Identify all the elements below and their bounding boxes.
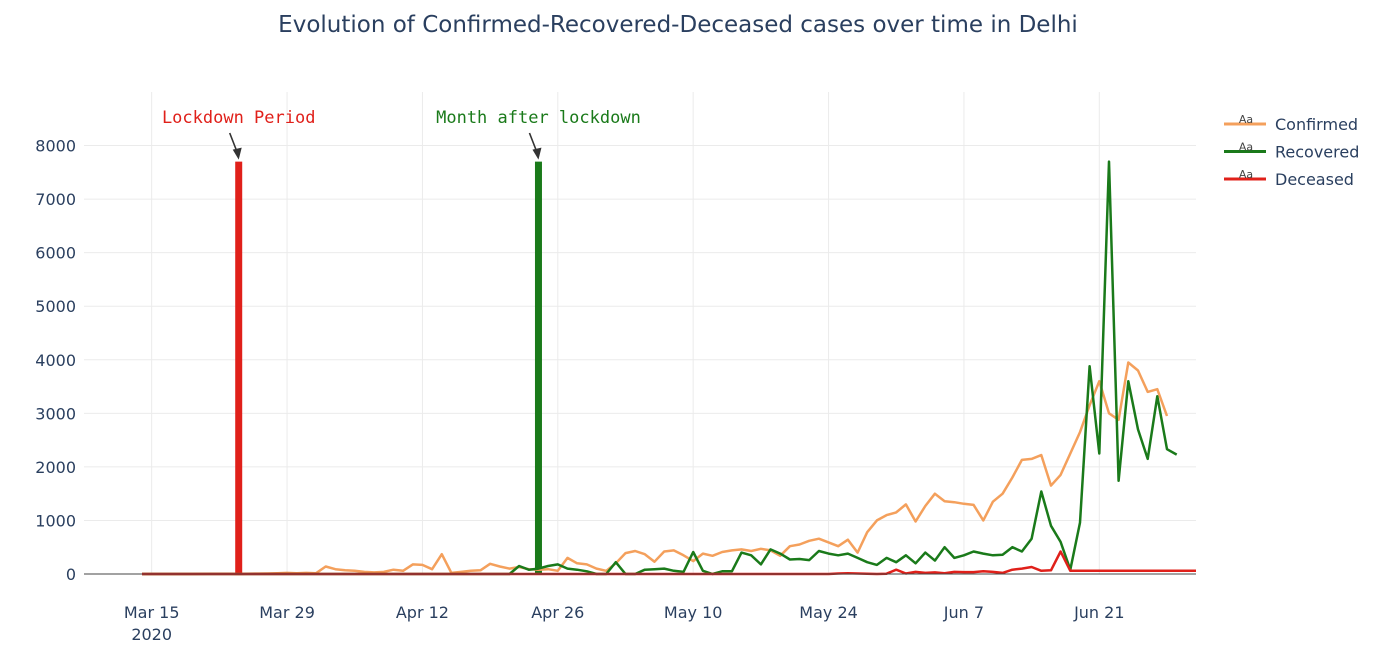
event-arrowhead: [232, 147, 242, 160]
legend-label: Recovered: [1275, 143, 1359, 162]
y-tick-label: 1000: [35, 511, 76, 530]
y-tick-label: 6000: [35, 244, 76, 263]
y-tick-label: 4000: [35, 351, 76, 370]
y-tick-label: 8000: [35, 137, 76, 156]
event-annotation-label: Lockdown Period: [162, 108, 316, 128]
x-tick-label: Jun 7: [943, 603, 984, 622]
event-markers: Lockdown Period Month after lockdown: [162, 108, 641, 574]
legend-aa-marker: Aa: [1239, 168, 1253, 181]
x-tick-year-label: 2020: [131, 625, 172, 644]
axes: 0 1000 2000 3000 4000 5000 6000 7000 8000 Mar 15 2…: [35, 137, 1196, 644]
series-line-recovered: [142, 160, 1178, 576]
event-bar: [235, 161, 243, 574]
legend-label: Deceased: [1275, 170, 1354, 189]
y-tick-label: 7000: [35, 190, 76, 209]
legend-aa-marker: Aa: [1239, 113, 1253, 126]
x-tick-label: Mar 29: [259, 603, 315, 622]
y-tick-label: 3000: [35, 404, 76, 423]
x-tick-label: Apr 12: [396, 603, 449, 622]
event-arrowhead: [532, 147, 542, 160]
legend-label: Confirmed: [1275, 115, 1358, 134]
event-annotation-label: Month after lockdown: [436, 108, 641, 128]
x-tick-label: Apr 26: [531, 603, 584, 622]
y-tick-label: 0: [66, 565, 76, 584]
legend: Aa Confirmed Aa Recovered Aa Deceased: [1224, 113, 1359, 189]
x-tick-label: May 24: [799, 603, 858, 622]
series-lines: [142, 160, 1196, 576]
event-bar: [534, 161, 542, 574]
x-tick-label: May 10: [664, 603, 723, 622]
series-line-confirmed: [142, 361, 1169, 576]
y-tick-label: 2000: [35, 458, 76, 477]
grid-lines: [84, 92, 1196, 574]
y-tick-label: 5000: [35, 297, 76, 316]
chart-title: Evolution of Confirmed-Recovered-Decease…: [278, 12, 1078, 38]
x-tick-label: Jun 21: [1073, 603, 1124, 622]
legend-aa-marker: Aa: [1239, 141, 1253, 154]
x-tick-label: Mar 15: [124, 603, 180, 622]
